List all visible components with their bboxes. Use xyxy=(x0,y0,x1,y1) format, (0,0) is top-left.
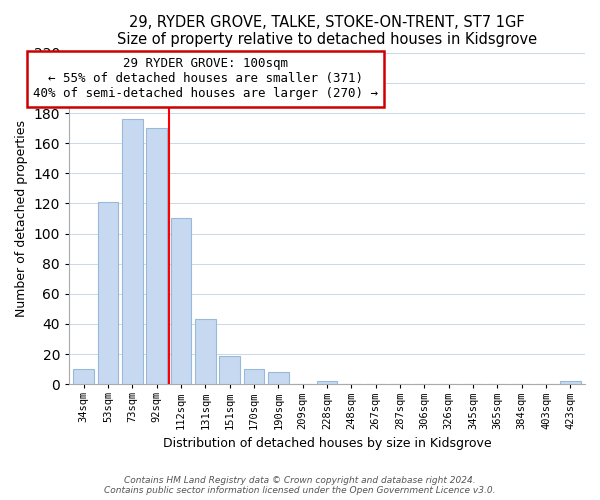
Text: 29 RYDER GROVE: 100sqm
← 55% of detached houses are smaller (371)
40% of semi-de: 29 RYDER GROVE: 100sqm ← 55% of detached… xyxy=(33,58,378,100)
Bar xyxy=(170,218,191,384)
Bar xyxy=(146,128,167,384)
Bar xyxy=(122,119,143,384)
Text: Contains HM Land Registry data © Crown copyright and database right 2024.
Contai: Contains HM Land Registry data © Crown c… xyxy=(104,476,496,495)
Y-axis label: Number of detached properties: Number of detached properties xyxy=(15,120,28,317)
Bar xyxy=(195,320,216,384)
Title: 29, RYDER GROVE, TALKE, STOKE-ON-TRENT, ST7 1GF
Size of property relative to det: 29, RYDER GROVE, TALKE, STOKE-ON-TRENT, … xyxy=(117,15,537,48)
Bar xyxy=(98,202,118,384)
X-axis label: Distribution of detached houses by size in Kidsgrove: Distribution of detached houses by size … xyxy=(163,437,491,450)
Bar xyxy=(220,356,240,384)
Bar xyxy=(268,372,289,384)
Bar xyxy=(244,369,265,384)
Bar xyxy=(317,381,337,384)
Bar xyxy=(560,381,581,384)
Bar xyxy=(73,369,94,384)
